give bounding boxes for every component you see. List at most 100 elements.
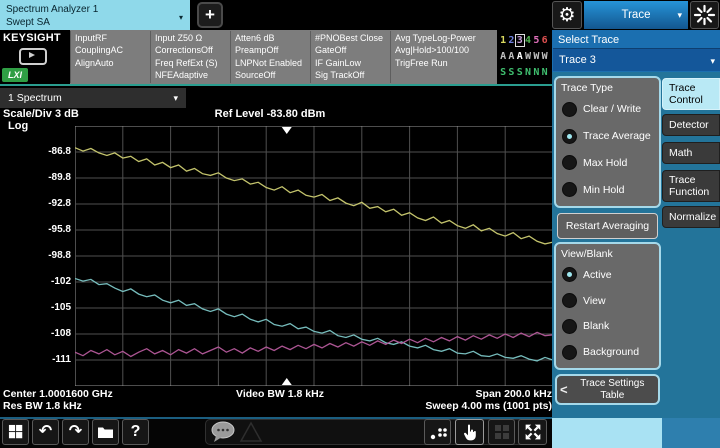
radio-button-icon[interactable] — [562, 318, 577, 334]
settings-column-avg[interactable]: Avg TypeLog-Power Avg|Hold>100/100 TrigFre… — [390, 31, 497, 83]
brand-logo: KEYSIGHT — [3, 32, 61, 44]
trace-settings-line2: Table — [600, 389, 625, 401]
grid-view-icon[interactable] — [488, 419, 515, 445]
radio-label: Background — [583, 346, 640, 359]
windows-menu-icon[interactable] — [2, 419, 29, 445]
panel-footer-light — [552, 418, 662, 448]
view-blank-options: Active View Blank Background — [560, 262, 655, 365]
system-setting-line: Freq RefExt (S) — [155, 57, 218, 68]
system-setting-line: SourceOff — [235, 70, 276, 81]
add-measurement-button[interactable]: + — [197, 2, 223, 28]
tab-trace-control[interactable]: Trace Control — [662, 78, 720, 110]
tab-trace-function[interactable]: Trace Function — [662, 170, 720, 202]
help-icon[interactable]: ? — [122, 419, 149, 445]
trace-status-cell: S — [508, 66, 515, 78]
display-logo-icon — [19, 48, 47, 65]
trace-status-cell: S — [516, 66, 523, 78]
trace-status-cell: N — [525, 66, 532, 78]
trace-settings-table-button[interactable]: < Trace Settings Table — [555, 374, 660, 405]
trace-status-cell: A — [508, 50, 515, 62]
settings-column-impedance[interactable]: Input Z50 Ω CorrectionsOff Freq RefExt (S)… — [150, 31, 230, 83]
caret-down-icon: ▾ — [677, 10, 682, 20]
touch-points-icon[interactable] — [424, 419, 451, 445]
trace-status-cell: 1 — [500, 34, 507, 46]
center-freq-annotation[interactable]: Center 1.0001600 GHz — [3, 388, 113, 400]
radio-button-icon[interactable] — [562, 344, 577, 360]
folder-icon[interactable] — [92, 419, 119, 445]
trace-status-cell: 2 — [508, 34, 515, 46]
lxi-badge: LXI — [2, 68, 28, 82]
radio-option-active[interactable]: Active — [560, 262, 655, 288]
y-axis-label: -102 — [50, 276, 71, 287]
tab-normalize[interactable]: Normalize — [662, 206, 720, 228]
measurement-tab[interactable]: Spectrum Analyzer 1 Swept SA ▾ — [0, 0, 190, 30]
y-axis-label: -98.8 — [48, 250, 71, 261]
radio-option-view[interactable]: View — [560, 288, 655, 314]
settings-column-atten[interactable]: Atten6 dB PreampOff LNPNot Enabled SourceOf… — [230, 31, 310, 83]
radio-button-icon[interactable] — [562, 182, 577, 198]
radio-button-icon[interactable] — [562, 155, 577, 171]
y-axis-label: -111 — [52, 354, 71, 365]
redo-icon[interactable]: ↷ — [62, 419, 89, 445]
tab-detector[interactable]: Detector — [662, 114, 720, 136]
system-settings-bar — [0, 30, 552, 84]
y-axis-labels: -86.8 -89.8 -92.8 -95.8 -98.8 -102 -105 -108 -11… — [0, 126, 71, 386]
radio-button-icon[interactable] — [562, 128, 577, 144]
trace-status-cell: 5 — [533, 34, 540, 46]
system-setting-line: PreampOff — [235, 45, 279, 56]
radio-option-trace-average[interactable]: Trace Average — [560, 123, 655, 150]
gear-icon[interactable]: ⚙ — [552, 1, 582, 29]
radio-button-icon[interactable] — [562, 293, 577, 309]
radio-label: Active — [583, 268, 612, 281]
window-selector-dropdown[interactable]: 1 Spectrum ▾ — [0, 88, 186, 108]
radio-label: Max Hold — [583, 156, 628, 169]
radio-option-min-hold[interactable]: Min Hold — [560, 176, 655, 203]
system-setting-line: #PNOBest Close — [315, 33, 384, 43]
select-trace-label: Select Trace — [558, 34, 620, 46]
caret-down-icon: ▾ — [710, 56, 715, 66]
tab-math[interactable]: Math — [662, 142, 720, 164]
radio-label: Trace Average — [583, 130, 651, 143]
select-trace-value: Trace 3 — [559, 54, 596, 66]
radio-option-background[interactable]: Background — [560, 339, 655, 365]
settings-column-pno[interactable]: #PNOBest Close GateOff IF GainLow Sig Track… — [310, 31, 390, 83]
radio-option-blank[interactable]: Blank — [560, 314, 655, 340]
y-axis-label: -89.8 — [48, 172, 71, 183]
res-bw-annotation[interactable]: Res BW 1.8 kHz — [3, 400, 82, 412]
y-axis-label: -92.8 — [48, 198, 71, 209]
spectrum-plot[interactable] — [75, 126, 553, 386]
ref-level-annotation[interactable]: Ref Level -83.80 dBm — [214, 108, 326, 120]
system-setting-line: CorrectionsOff — [155, 45, 213, 56]
radio-option-max-hold[interactable]: Max Hold — [560, 150, 655, 177]
measurement-tab-title: Spectrum Analyzer 1 — [6, 4, 99, 15]
trace-status-cell: N — [541, 66, 548, 78]
video-bw-annotation[interactable]: Video BW 1.8 kHz — [236, 388, 324, 400]
span-annotation[interactable]: Span 200.0 kHz — [475, 388, 552, 400]
trace-status-cell: 6 — [541, 34, 548, 46]
sweep-annotation[interactable]: Sweep 4.00 ms (1001 pts) — [425, 400, 552, 412]
system-setting-line: Atten6 dB — [235, 33, 275, 43]
radio-label: Clear / Write — [583, 103, 642, 116]
marker-top-icon — [281, 127, 292, 134]
trace-status-cell: W — [525, 50, 532, 62]
trace-status-cell: A — [500, 50, 507, 62]
radio-button-icon[interactable] — [562, 267, 577, 283]
select-trace-dropdown[interactable]: Trace 3 ▾ — [553, 48, 720, 71]
speech-bubble-icon — [211, 421, 235, 442]
trace-line-2 — [75, 277, 553, 362]
trace-line-3 — [75, 331, 553, 358]
settings-column-input[interactable]: InputRF CouplingAC AlignAuto — [70, 31, 150, 83]
log-scale-annotation[interactable]: Log — [8, 120, 29, 132]
menu-header-trace[interactable]: Trace ▾ — [584, 1, 688, 29]
undo-icon[interactable]: ↶ — [32, 419, 59, 445]
radio-button-icon[interactable] — [562, 101, 577, 117]
busy-spinner-icon[interactable] — [690, 1, 719, 29]
view-blank-panel: View/Blank Active View Blank Background — [554, 242, 661, 370]
radio-option-clear-write[interactable]: Clear / Write — [560, 96, 655, 123]
fullscreen-icon[interactable] — [518, 419, 547, 445]
scale-div-annotation[interactable]: Scale/Div 3 dB — [3, 108, 79, 120]
touch-hand-icon[interactable] — [455, 419, 484, 445]
restart-averaging-button[interactable]: Restart Averaging — [557, 213, 658, 239]
